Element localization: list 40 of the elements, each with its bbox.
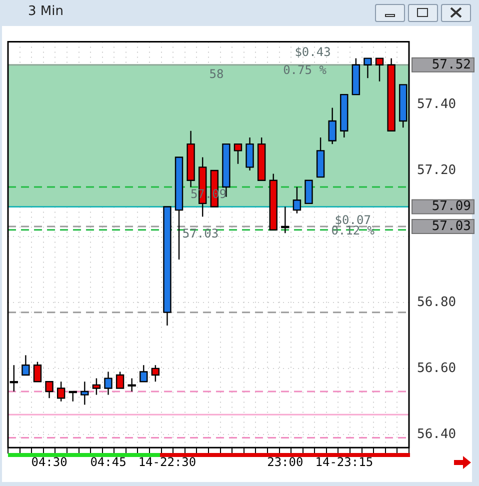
x-tick-label: 23:00 (267, 454, 304, 469)
candlestick (246, 136, 254, 172)
x-tick-label: 14-22:30 (138, 454, 196, 469)
candlestick (33, 361, 42, 382)
x-tick-label: 04:45 (90, 454, 126, 469)
y-tick-label: 56.80 (417, 294, 456, 310)
candlestick (104, 371, 112, 396)
chart-title: 3 Min (28, 4, 64, 19)
candlestick (116, 371, 124, 389)
candlestick (234, 143, 242, 164)
candlestick (10, 364, 18, 392)
y-tick-label: 56.40 (417, 426, 456, 442)
candlestick (80, 381, 89, 406)
candlestick (292, 186, 302, 214)
candlestick (140, 364, 148, 382)
candlestick (151, 364, 160, 382)
candlestick (92, 378, 101, 396)
candlestick (328, 107, 336, 145)
candlestick (281, 206, 290, 234)
annotation: $0.43 (294, 45, 331, 60)
candlestick (68, 390, 77, 402)
x-tick-label: 04:30 (31, 454, 68, 469)
annotation: $0.07 (334, 212, 371, 227)
annotation: 0.75 % (283, 63, 328, 78)
ref-line-label: 57.52 (432, 57, 471, 72)
candlestick (375, 58, 384, 82)
ref-line-label: 57.09 (432, 199, 471, 214)
candlestick (22, 354, 30, 376)
candlestick (56, 381, 66, 402)
x-tick-label: 14-23:15 (315, 454, 374, 469)
candlestick (304, 180, 313, 204)
y-tick-label: 56.60 (417, 360, 456, 376)
y-tick-label: 57.40 (417, 96, 456, 112)
candlestick (128, 378, 136, 392)
annotation: 57.03 (182, 226, 219, 241)
annotation: 58 (209, 67, 224, 82)
candlestick (45, 381, 54, 399)
candlestick (364, 58, 372, 79)
ref-line-label: 57.03 (432, 218, 471, 234)
y-tick-label: 57.20 (417, 162, 456, 178)
